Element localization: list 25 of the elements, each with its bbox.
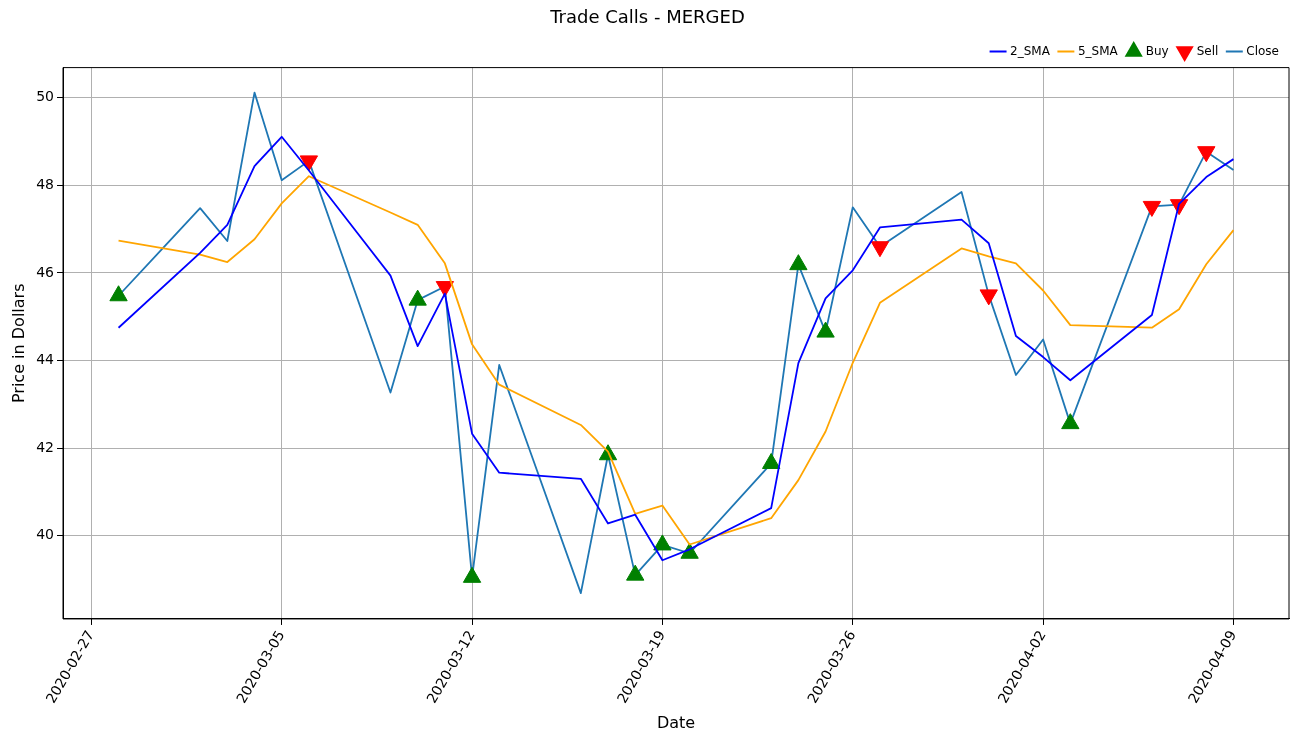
y-tick-label: 40 [36,526,55,543]
y-axis-title: Price in Dollars [8,283,28,404]
point [1061,413,1080,430]
point [626,564,645,581]
x-axis-title: Date [656,712,696,732]
y-tick-label: 42 [36,438,55,455]
chart-title: Trade Calls - MERGED [549,6,745,28]
point [762,452,781,469]
point [979,289,998,306]
point [870,241,890,258]
point [1197,146,1216,163]
y-tick-label: 46 [36,263,55,280]
legend-label: Sell [1196,43,1219,58]
legend-label: Buy [1145,43,1169,58]
point [435,281,455,298]
point [1142,200,1162,217]
point [653,534,672,551]
legend-label: 2_SMA [1010,43,1051,58]
legend-label: 5_SMA [1077,43,1119,58]
legend-label: Close [1246,43,1280,58]
y-tick-label: 50 [36,88,55,105]
y-tick-label: 48 [36,176,55,193]
point [462,566,482,583]
point [299,155,319,172]
y-tick-label: 44 [36,351,55,368]
